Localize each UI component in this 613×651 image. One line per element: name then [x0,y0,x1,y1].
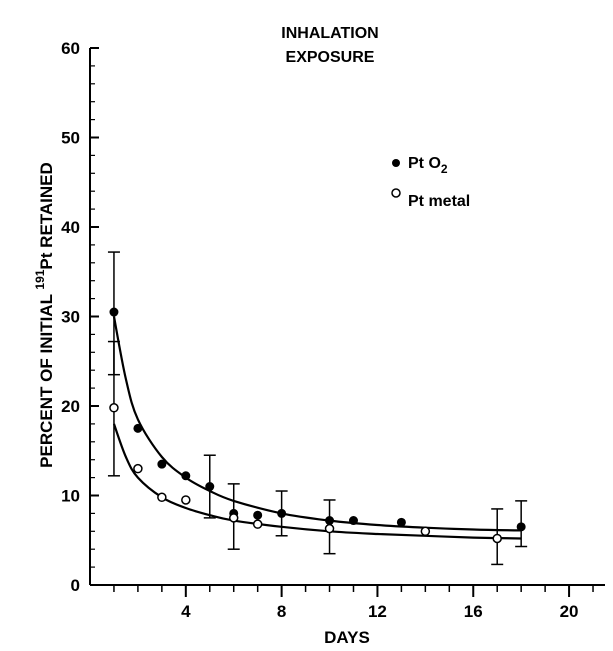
y-axis-title-main: PERCENT OF INITIAL [37,294,56,467]
data-point-pto2 [277,508,287,518]
legend-marker-pto2 [392,159,400,167]
data-point-pto2 [205,482,215,492]
x-tick-label: 8 [277,602,286,621]
data-point-pto2 [181,471,191,481]
data-point-pt-metal [324,523,335,534]
data-points [109,307,526,544]
data-point-pt-metal [109,403,119,413]
fit-curves [112,316,522,540]
x-axis-title: DAYS [324,628,370,647]
x-tick-label: 4 [181,602,191,621]
y-axis-title-isotope-symbol: Pt [37,252,56,269]
legend-label-pto2: Pt O2 [408,155,448,176]
chart-title: INHALATION EXPOSURE [281,25,378,66]
x-tick-label: 20 [560,602,579,621]
title-line-1: INHALATION [281,25,378,42]
data-point-pt-metal [133,463,143,474]
y-tick-label: 50 [61,129,80,148]
y-tick-label: 20 [61,397,80,416]
y-tick-label: 30 [61,308,80,327]
legend: Pt O2 Pt metal [391,155,470,210]
data-point-pt-metal [181,495,191,505]
legend-label-pto2-sub: 2 [441,162,448,176]
legend-label-pto2-main: Pt O [408,155,441,172]
y-axis-title-isotope-mass: 191 [33,269,47,289]
tick-labels: 0 10 20 30 40 50 60 4 8 12 16 20 [61,39,578,621]
data-point-pto2 [253,510,263,520]
title-line-2: EXPOSURE [286,49,375,66]
data-point-pto2 [348,516,358,526]
data-point-pt-metal [252,519,263,529]
data-point-pto2 [396,517,406,527]
y-tick-label: 40 [61,218,80,237]
y-tick-label: 0 [71,576,80,595]
x-tick-label: 12 [368,602,387,621]
data-point-pto2 [516,522,526,532]
data-point-pto2 [109,307,119,317]
data-point-pt-metal [492,533,502,544]
data-point-pto2 [157,459,167,469]
y-axis-title: PERCENT OF INITIAL 191Pt RETAINED [33,162,56,468]
y-tick-label: 10 [61,487,80,506]
axes: 0 10 20 30 40 50 60 4 8 12 16 20 [61,39,605,621]
fit-curve-pt-metal [112,423,522,540]
legend-label-pt-metal: Pt metal [408,193,470,210]
ticks [90,47,594,597]
x-tick-label: 16 [464,602,483,621]
error-bars [107,251,528,566]
data-point-pt-metal [228,513,239,523]
data-point-pto2 [133,423,143,433]
y-axis-title-suffix: RETAINED [37,162,56,248]
fit-curve-pto2 [112,316,522,532]
data-point-pto2 [325,516,335,526]
y-tick-label: 60 [61,39,80,58]
data-point-pt-metal [420,526,431,537]
legend-marker-pt-metal [391,188,401,198]
data-point-pt-metal [157,492,167,503]
